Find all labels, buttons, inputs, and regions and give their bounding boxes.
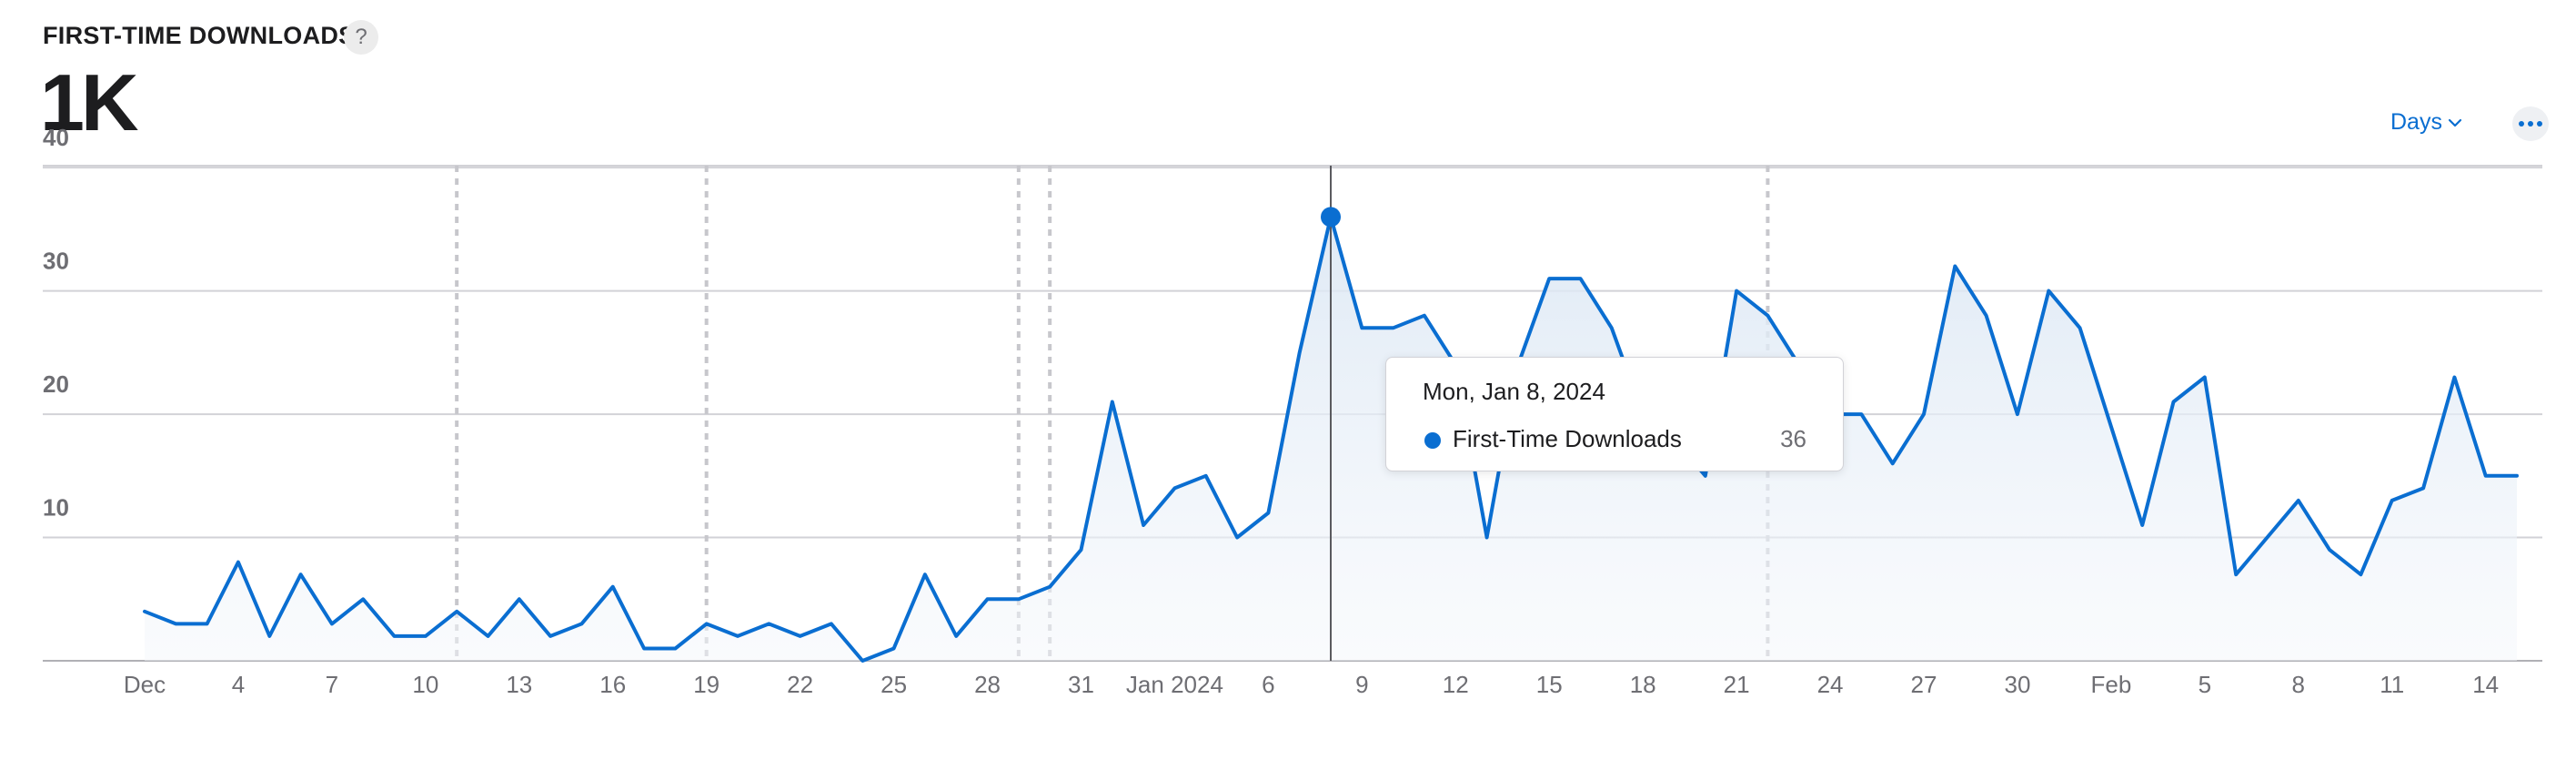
highlight-marker bbox=[1321, 166, 1341, 661]
chart-title: FIRST-TIME DOWNLOADS bbox=[43, 22, 356, 49]
y-tick-label: 40 bbox=[43, 124, 69, 151]
x-tick-label: 27 bbox=[1911, 671, 1937, 698]
x-tick-label: 8 bbox=[2292, 671, 2305, 698]
x-tick-label: Jan 2024 bbox=[1126, 671, 1223, 698]
x-tick-label: 7 bbox=[326, 671, 338, 698]
x-tick-label: 24 bbox=[1817, 671, 1844, 698]
tooltip-series-name: First-Time Downloads bbox=[1453, 425, 1682, 452]
x-tick-label: 25 bbox=[880, 671, 907, 698]
x-tick-label: 9 bbox=[1355, 671, 1368, 698]
ellipsis-icon bbox=[2528, 121, 2533, 127]
tooltip-date: Mon, Jan 8, 2024 bbox=[1423, 378, 1605, 405]
x-tick-label: Dec bbox=[124, 671, 166, 698]
tooltip-value: 36 bbox=[1780, 425, 1806, 452]
data-point-highlight bbox=[1321, 207, 1341, 228]
total-value: 1K bbox=[40, 57, 138, 147]
period-label: Days bbox=[2390, 109, 2442, 135]
x-tick-label: 22 bbox=[787, 671, 813, 698]
x-tick-label: 16 bbox=[599, 671, 626, 698]
series-dot-icon bbox=[1424, 432, 1441, 449]
x-tick-label: 4 bbox=[232, 671, 245, 698]
x-tick-label: 30 bbox=[2004, 671, 2030, 698]
x-tick-label: 10 bbox=[412, 671, 438, 698]
y-tick-label: 30 bbox=[43, 248, 69, 275]
ellipsis-icon bbox=[2537, 121, 2542, 127]
x-tick-label: Feb bbox=[2090, 671, 2131, 698]
question-mark-icon: ? bbox=[355, 25, 367, 49]
chevron-down-icon bbox=[2448, 118, 2462, 127]
y-tick-label: 20 bbox=[43, 370, 69, 398]
y-tick-label: 10 bbox=[43, 494, 69, 522]
x-tick-label: 11 bbox=[2380, 671, 2404, 698]
x-tick-label: 13 bbox=[506, 671, 532, 698]
x-tick-label: 14 bbox=[2472, 671, 2499, 698]
y-axis-labels: 10 20 30 40 bbox=[43, 124, 69, 521]
x-axis-labels: Dec 4 7 10 13 16 19 22 25 28 31 Jan 2024 6 9 12 15 18 21 2… bbox=[124, 671, 2499, 698]
x-tick-label: 18 bbox=[1630, 671, 1656, 698]
x-tick-label: 12 bbox=[1443, 671, 1469, 698]
data-tooltip: Mon, Jan 8, 2024 First-Time Downloads 36 bbox=[1385, 357, 1844, 471]
more-options-button[interactable] bbox=[2512, 106, 2549, 141]
x-tick-label: 15 bbox=[1536, 671, 1563, 698]
x-tick-label: 21 bbox=[1724, 671, 1750, 698]
x-tick-label: 5 bbox=[2199, 671, 2211, 698]
x-tick-label: 6 bbox=[1262, 671, 1274, 698]
help-button[interactable]: ? bbox=[344, 20, 378, 55]
x-tick-label: 28 bbox=[974, 671, 1001, 698]
x-tick-label: 19 bbox=[693, 671, 719, 698]
x-tick-label: 31 bbox=[1068, 671, 1094, 698]
period-selector[interactable]: Days bbox=[2390, 109, 2462, 136]
ellipsis-icon bbox=[2519, 121, 2524, 127]
